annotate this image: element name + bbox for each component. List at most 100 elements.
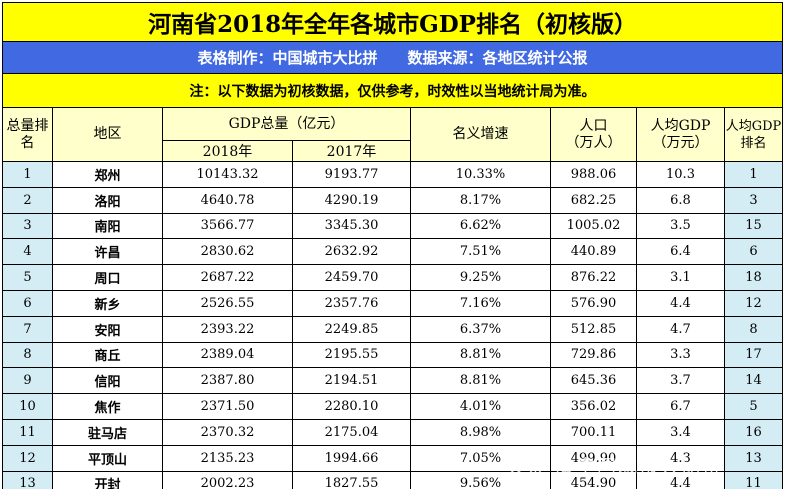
growth-cell: 10.33% — [410, 161, 551, 188]
rank-cell: 8 — [2, 341, 53, 369]
city-cell: 郑州 — [52, 161, 163, 188]
gdp-2017-cell: 2194.51 — [292, 367, 411, 395]
per-capita-rank-cell: 8 — [723, 315, 784, 343]
per-capita-rank-cell: 1 — [723, 161, 784, 188]
table-row: 12 平顶山 2135.23 1994.66 7.05% 499.90 4.3 13 — [2, 444, 784, 472]
growth-cell: 8.17% — [410, 186, 551, 214]
gdp-2017-cell: 3345.30 — [292, 212, 411, 240]
population-cell: 1005.02 — [550, 212, 637, 240]
per-capita-cell: 6.4 — [636, 238, 725, 266]
gdp-2018-cell: 10143.32 — [162, 161, 293, 188]
gdp-2017-cell: 2459.70 — [292, 264, 411, 291]
per-capita-cell: 3.1 — [636, 264, 725, 291]
per-capita-cell: 4.3 — [636, 444, 725, 472]
table-subtitle: 表格制作：中国城市大比拼 数据来源：各地区统计公报 — [1, 41, 784, 74]
gdp-2017-cell: 2357.76 — [292, 289, 411, 317]
rank-cell: 10 — [2, 393, 53, 420]
gdp-2017-cell: 4290.19 — [292, 186, 411, 214]
growth-cell: 8.81% — [410, 341, 551, 369]
gdp-2017-cell: 2632.92 — [292, 238, 411, 266]
header-per-capita-rank: 人均GDP排名 — [723, 107, 784, 162]
growth-cell: 9.56% — [410, 470, 551, 489]
city-cell: 驻马店 — [52, 418, 163, 446]
header-rank: 总量排名 — [2, 107, 53, 162]
gdp-2017-cell: 2195.55 — [292, 341, 411, 369]
header-gdp-total: GDP总量（亿元） — [162, 107, 411, 141]
per-capita-cell: 4.7 — [636, 315, 725, 343]
growth-cell: 7.16% — [410, 289, 551, 317]
city-cell: 开封 — [52, 470, 163, 489]
population-cell: 729.86 — [550, 341, 637, 369]
growth-cell: 8.98% — [410, 418, 551, 446]
gdp-2018-cell: 2387.80 — [162, 367, 293, 395]
header-2017: 2017年 — [292, 140, 411, 162]
city-cell: 周口 — [52, 264, 163, 291]
per-capita-rank-cell: 11 — [723, 470, 784, 489]
gdp-2017-cell: 2175.04 — [292, 418, 411, 446]
rank-cell: 4 — [2, 238, 53, 266]
population-cell: 700.11 — [550, 418, 637, 446]
population-cell: 576.90 — [550, 289, 637, 317]
population-cell: 499.90 — [550, 444, 637, 472]
table-title: 河南省2018年全年各城市GDP排名（初核版） — [1, 2, 784, 42]
gdp-2017-cell: 1994.66 — [292, 444, 411, 472]
growth-cell: 7.51% — [410, 238, 551, 266]
per-capita-cell: 6.7 — [636, 393, 725, 420]
per-capita-rank-cell: 5 — [723, 393, 784, 420]
growth-cell: 6.62% — [410, 212, 551, 240]
table-row: 10 焦作 2371.50 2280.10 4.01% 356.02 6.7 5 — [2, 393, 784, 420]
population-cell: 682.25 — [550, 186, 637, 214]
population-cell: 645.36 — [550, 367, 637, 395]
per-capita-rank-cell: 12 — [723, 289, 784, 317]
table-row: 2 洛阳 4640.78 4290.19 8.17% 682.25 6.8 3 — [2, 186, 784, 214]
population-cell: 988.06 — [550, 161, 637, 188]
gdp-2018-cell: 2371.50 — [162, 393, 293, 420]
rank-cell: 2 — [2, 186, 53, 214]
table-row: 9 信阳 2387.80 2194.51 8.81% 645.36 3.7 14 — [2, 367, 784, 395]
per-capita-rank-cell: 18 — [723, 264, 784, 291]
population-cell: 454.90 — [550, 470, 637, 489]
header-per-capita: 人均GDP（万元） — [636, 107, 725, 162]
per-capita-cell: 6.8 — [636, 186, 725, 214]
per-capita-rank-cell: 13 — [723, 444, 784, 472]
gdp-2018-cell: 4640.78 — [162, 186, 293, 214]
table-row: 4 许昌 2830.62 2632.92 7.51% 440.89 6.4 6 — [2, 238, 784, 266]
population-cell: 440.89 — [550, 238, 637, 266]
rank-cell: 7 — [2, 315, 53, 343]
rank-cell: 6 — [2, 289, 53, 317]
gdp-2017-cell: 9193.77 — [292, 161, 411, 188]
table-row: 13 开封 2002.23 1827.55 9.56% 454.90 4.4 11 — [2, 470, 784, 489]
gdp-2018-cell: 2830.62 — [162, 238, 293, 266]
gdp-2018-cell: 2687.22 — [162, 264, 293, 291]
table-row: 6 新乡 2526.55 2357.76 7.16% 576.90 4.4 12 — [2, 289, 784, 317]
gdp-2018-cell: 2389.04 — [162, 341, 293, 369]
table-note: 注：以下数据为初核数据，仅供参考，时效性以当地统计局为准。 — [1, 73, 784, 108]
city-cell: 信阳 — [52, 367, 163, 395]
growth-cell: 6.37% — [410, 315, 551, 343]
growth-cell: 9.25% — [410, 264, 551, 291]
population-cell: 356.02 — [550, 393, 637, 420]
growth-cell: 8.81% — [410, 367, 551, 395]
gdp-2018-cell: 2002.23 — [162, 470, 293, 489]
per-capita-cell: 10.3 — [636, 161, 725, 188]
city-cell: 新乡 — [52, 289, 163, 317]
city-cell: 许昌 — [52, 238, 163, 266]
city-cell: 南阳 — [52, 212, 163, 240]
city-cell: 平顶山 — [52, 444, 163, 472]
per-capita-cell: 3.7 — [636, 367, 725, 395]
city-cell: 洛阳 — [52, 186, 163, 214]
per-capita-rank-cell: 6 — [723, 238, 784, 266]
gdp-2018-cell: 2370.32 — [162, 418, 293, 446]
population-cell: 512.85 — [550, 315, 637, 343]
gdp-2017-cell: 2280.10 — [292, 393, 411, 420]
per-capita-rank-cell: 15 — [723, 212, 784, 240]
rank-cell: 5 — [2, 264, 53, 291]
gdp-2017-cell: 2249.85 — [292, 315, 411, 343]
gdp-2018-cell: 3566.77 — [162, 212, 293, 240]
per-capita-rank-cell: 16 — [723, 418, 784, 446]
table-row: 1 郑州 10143.32 9193.77 10.33% 988.06 10.3 1 — [2, 161, 784, 188]
growth-cell: 7.05% — [410, 444, 551, 472]
table-row: 7 安阳 2393.22 2249.85 6.37% 512.85 4.7 8 — [2, 315, 784, 343]
header-growth: 名义增速 — [410, 107, 551, 162]
